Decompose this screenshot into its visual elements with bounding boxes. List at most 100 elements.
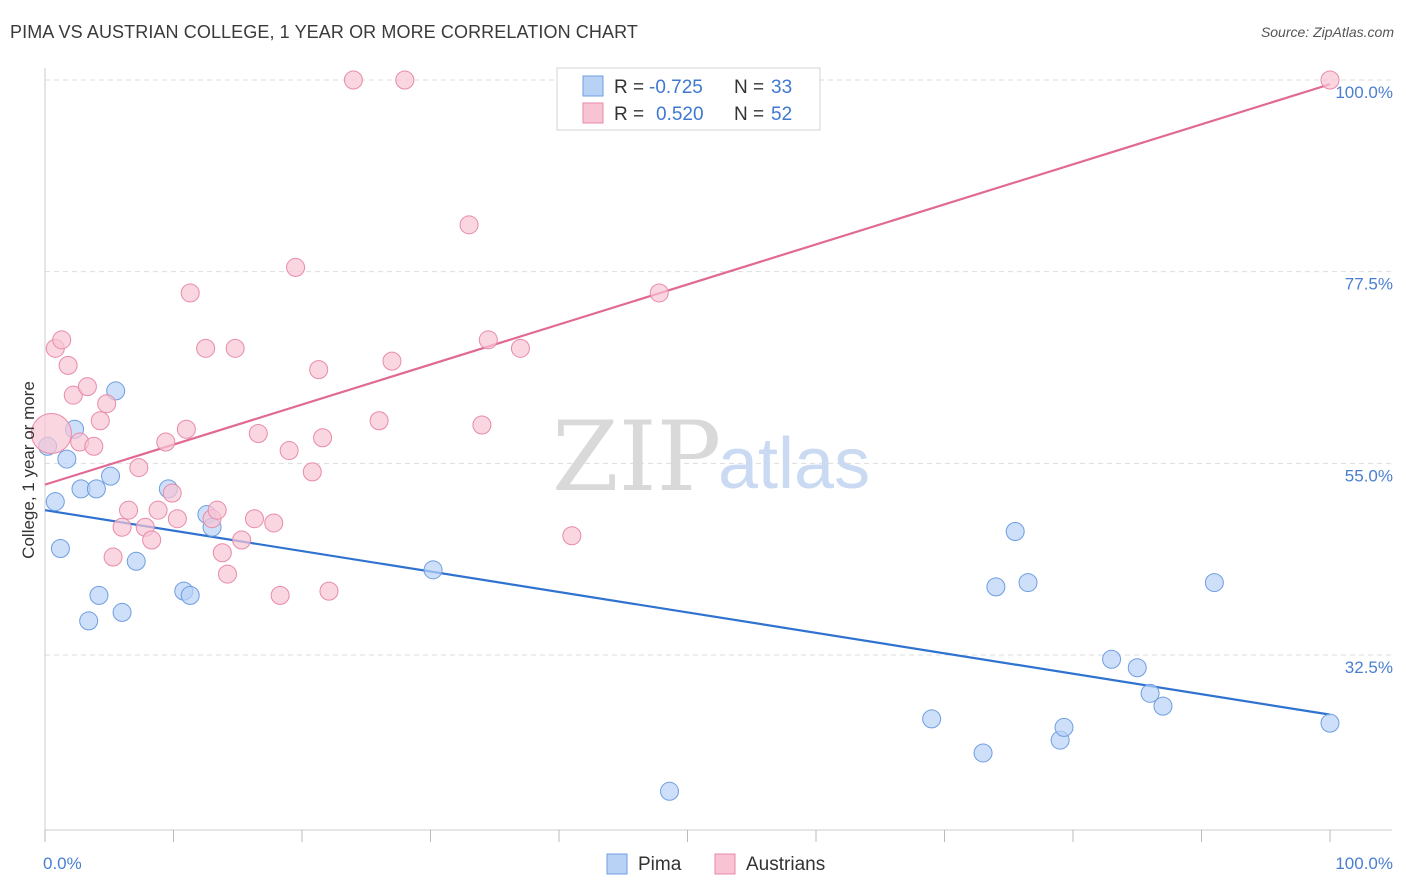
pima-point	[1018, 573, 1038, 593]
x-tick-labels: 0.0% 100.0%	[43, 854, 1393, 873]
austrian-point	[119, 500, 139, 520]
pima-point	[112, 602, 132, 622]
x-tick-label-min: 0.0%	[43, 854, 82, 873]
pima-point	[986, 577, 1006, 597]
austrian-point	[162, 483, 182, 503]
pima-point	[57, 449, 77, 469]
austrian-point	[649, 283, 669, 303]
pima-point	[1005, 521, 1025, 541]
pima-bottom-label: Pima	[638, 854, 682, 875]
austrian-point	[248, 424, 268, 444]
austrian-point	[369, 411, 389, 431]
austrian-point	[52, 330, 72, 350]
austrian-point	[97, 394, 117, 414]
y-tick-label: 32.5%	[1345, 658, 1393, 677]
legend-n-value-pima: 33	[771, 77, 792, 98]
austrian-point	[225, 338, 245, 358]
legend-n-label-pima: N =	[734, 77, 764, 98]
austrian-point	[142, 530, 162, 550]
trend-lines	[44, 83, 1331, 716]
austrian-point	[382, 351, 402, 371]
pima-point	[101, 466, 121, 486]
pima-point	[1320, 713, 1340, 733]
pima-trend-line	[44, 509, 1331, 716]
pima-point	[922, 709, 942, 729]
austrian-point	[77, 377, 97, 397]
pima-point	[1054, 717, 1074, 737]
austrian-point	[459, 215, 479, 235]
austrian-point	[212, 543, 232, 563]
austrian-point	[313, 428, 333, 448]
source-label: Source: ZipAtlas.com	[1260, 24, 1394, 40]
austrian-bottom-label: Austrians	[746, 854, 825, 875]
austrian-point	[112, 517, 132, 537]
austrian-point	[286, 257, 306, 277]
austrian-point	[264, 513, 284, 533]
pima-point	[973, 743, 993, 763]
pima-point	[89, 585, 109, 605]
austrian-point	[302, 462, 322, 482]
legend-r-value-austrian: 0.520	[656, 104, 704, 125]
austrian-point	[270, 585, 290, 605]
grid-lines	[45, 79, 1392, 656]
legend-n-label-austrian: N =	[734, 104, 764, 125]
y-axis-title: College, 1 year or more	[19, 381, 38, 559]
austrian-point	[395, 70, 415, 90]
x-tick-label-max: 100.0%	[1335, 854, 1393, 873]
legend-r-label-austrian: R =	[614, 104, 644, 125]
austrian-point	[63, 385, 83, 405]
austrian-point	[30, 413, 72, 455]
pima-point	[660, 781, 680, 801]
pima-point	[1102, 649, 1122, 669]
austrian-point	[562, 526, 582, 546]
pima-point	[1204, 573, 1224, 593]
watermark-atlas: atlas	[718, 424, 870, 504]
chart-title: PIMA VS AUSTRIAN COLLEGE, 1 YEAR OR MORE…	[10, 22, 638, 42]
series-legend: Pima Austrians	[606, 853, 825, 875]
pima-point	[180, 585, 200, 605]
y-tick-label: 100.0%	[1335, 83, 1393, 102]
pima-point	[79, 611, 99, 631]
austrian-point	[90, 411, 110, 431]
austrian-point	[478, 330, 498, 350]
austrian-point	[510, 338, 530, 358]
austrian-point	[279, 441, 299, 461]
pima-bottom-swatch	[606, 853, 628, 875]
austrian-point	[103, 547, 123, 567]
pima-point	[1153, 696, 1173, 716]
austrian-point	[232, 530, 252, 550]
legend-n-value-austrian: 52	[771, 104, 792, 125]
austrian-point	[84, 436, 104, 456]
pima-point	[86, 479, 106, 499]
pima-point	[1127, 658, 1147, 678]
austrian-bottom-swatch	[714, 853, 736, 875]
austrian-point	[472, 415, 492, 435]
austrian-point	[176, 419, 196, 439]
austrian-legend-swatch	[582, 102, 604, 124]
correlation-legend: R = -0.725 N = 33 R = 0.520 N = 52	[556, 67, 821, 131]
austrian-point	[180, 283, 200, 303]
austrian-point	[309, 360, 329, 380]
austrian-point	[196, 338, 216, 358]
austrian-trend-line	[44, 83, 1331, 486]
austrian-point	[207, 500, 227, 520]
y-tick-labels: 32.5% 55.0% 77.5% 100.0%	[1335, 83, 1393, 677]
pima-legend-swatch	[582, 75, 604, 97]
legend-r-label-pima: R =	[614, 77, 644, 98]
austrian-point	[129, 458, 149, 478]
austrian-point	[148, 500, 168, 520]
austrian-point	[1320, 70, 1340, 90]
austrian-point	[167, 509, 187, 529]
data-points	[30, 70, 1340, 801]
pima-point	[45, 492, 65, 512]
austrian-point	[217, 564, 237, 584]
pima-point	[423, 560, 443, 580]
pima-point	[1140, 683, 1160, 703]
austrian-point	[156, 432, 176, 452]
y-tick-label: 55.0%	[1345, 466, 1393, 485]
pima-point	[50, 539, 70, 559]
watermark-zip: ZIP	[552, 401, 721, 513]
pima-point	[126, 551, 146, 571]
austrian-point	[58, 355, 78, 375]
